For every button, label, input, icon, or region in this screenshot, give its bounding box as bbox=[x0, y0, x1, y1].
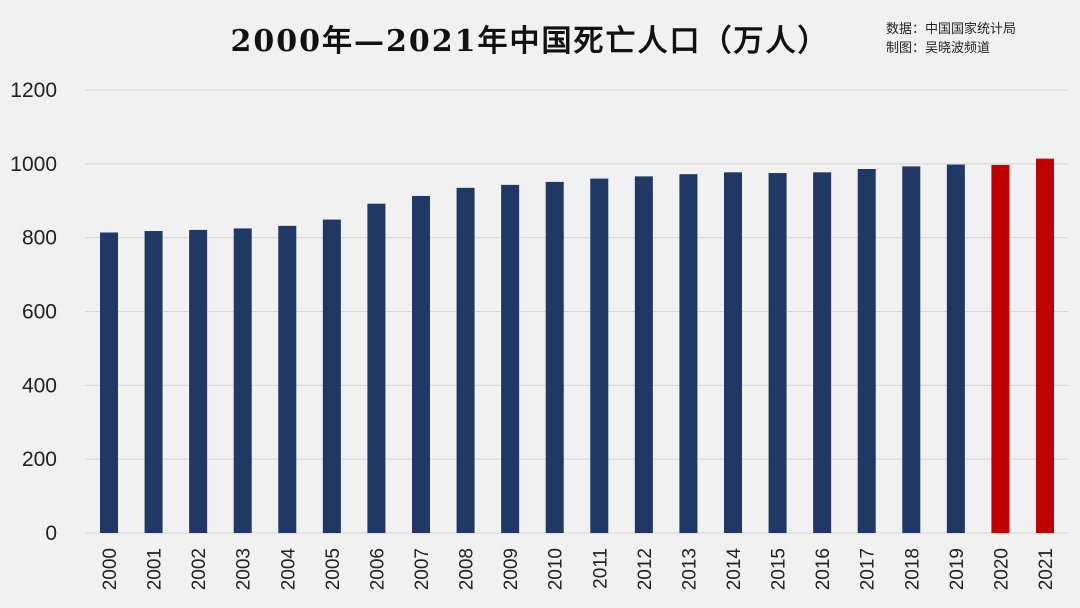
bar-2020 bbox=[991, 164, 1010, 533]
x-tick-label: 2011 bbox=[590, 548, 611, 589]
bars bbox=[100, 158, 1054, 534]
x-tick-label: 2013 bbox=[679, 548, 700, 590]
x-tick-label: 2016 bbox=[813, 548, 834, 590]
author-line: 制图：吴晓波频道 bbox=[886, 41, 991, 56]
x-tick-label: 2012 bbox=[635, 548, 656, 590]
bar-2009 bbox=[501, 184, 520, 533]
x-tick-label: 2001 bbox=[145, 548, 166, 590]
x-tick-label: 2002 bbox=[189, 548, 210, 590]
bar-2014 bbox=[724, 172, 742, 534]
bar-2003 bbox=[233, 228, 252, 533]
x-tick-label: 2017 bbox=[858, 548, 879, 590]
source-note: 数据：中国国家统计局 制图：吴晓波频道 bbox=[886, 20, 1016, 58]
bar-2008 bbox=[456, 187, 475, 533]
bar-2010 bbox=[545, 181, 564, 534]
x-tick-label: 2007 bbox=[412, 548, 433, 590]
bar-2017 bbox=[857, 169, 876, 534]
x-tick-label: 2004 bbox=[278, 548, 299, 591]
chart-title: 2000年—2021年中国死亡人口（万人） bbox=[230, 24, 830, 59]
x-tick-label: 2015 bbox=[769, 548, 790, 590]
x-tick-label: 2009 bbox=[501, 548, 522, 590]
x-axis-ticks: 2000 2001 2002 2003 2004 2005 2006 2007 2008 2009… bbox=[100, 548, 1057, 591]
x-tick-label: 2021 bbox=[1036, 548, 1057, 590]
bar-2001 bbox=[144, 231, 163, 533]
x-tick-label: 2014 bbox=[724, 548, 745, 591]
bar-2021 bbox=[1036, 158, 1054, 534]
bar-2016 bbox=[813, 172, 832, 534]
y-tick-label: 800 bbox=[22, 227, 57, 250]
bar-2000 bbox=[100, 232, 118, 533]
y-tick-label: 1000 bbox=[10, 153, 57, 176]
bar-2002 bbox=[189, 229, 208, 533]
y-tick-label: 200 bbox=[22, 448, 57, 471]
bar-2011 bbox=[590, 178, 609, 533]
data-source-line: 数据：中国国家统计局 bbox=[886, 22, 1017, 37]
x-tick-label: 2018 bbox=[902, 548, 923, 590]
bar-2005 bbox=[322, 219, 341, 533]
bar-2007 bbox=[412, 195, 430, 533]
x-tick-label: 2003 bbox=[234, 548, 255, 590]
bar-2006 bbox=[367, 203, 386, 533]
bar-2015 bbox=[768, 173, 787, 533]
x-tick-label: 2010 bbox=[546, 548, 567, 590]
y-tick-label: 400 bbox=[22, 374, 57, 397]
gridlines bbox=[85, 89, 1068, 534]
x-tick-label: 2019 bbox=[947, 548, 968, 590]
bar-2004 bbox=[278, 225, 297, 533]
x-tick-label: 2020 bbox=[991, 548, 1012, 590]
bar-2012 bbox=[634, 176, 653, 533]
y-axis-ticks: 0 200 400 600 800 1000 1200 bbox=[10, 79, 57, 545]
x-tick-label: 2008 bbox=[457, 548, 478, 590]
x-tick-label: 2000 bbox=[100, 548, 121, 590]
y-tick-label: 600 bbox=[22, 301, 57, 324]
y-tick-label: 0 bbox=[45, 522, 57, 545]
bar-2013 bbox=[679, 174, 698, 534]
y-tick-label: 1200 bbox=[10, 79, 57, 102]
x-tick-label: 2006 bbox=[367, 548, 388, 590]
bar-2019 bbox=[946, 164, 965, 534]
x-tick-label: 2005 bbox=[323, 548, 344, 590]
bar-2018 bbox=[902, 166, 921, 534]
